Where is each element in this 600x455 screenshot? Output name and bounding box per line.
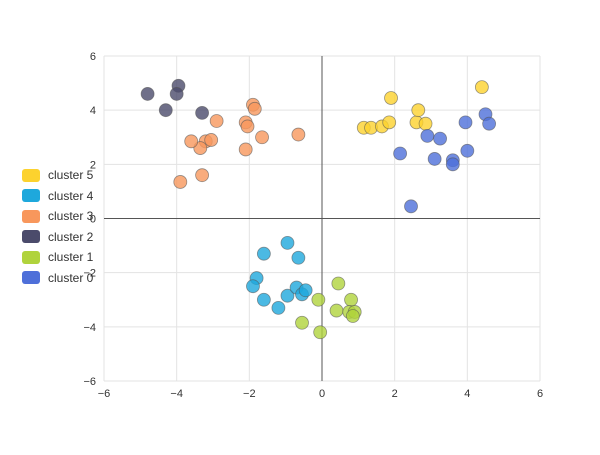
- point-cluster-3: [291, 127, 306, 142]
- point-cluster-0: [445, 157, 460, 172]
- legend-label: cluster 0: [48, 270, 94, 285]
- point-cluster-4: [280, 235, 295, 250]
- point-cluster-5: [384, 91, 398, 105]
- point-cluster-1: [331, 276, 346, 291]
- legend-label: cluster 5: [48, 168, 94, 182]
- legend-swatch: [22, 230, 40, 244]
- y-tick-label: −4: [83, 322, 96, 334]
- point-cluster-0: [427, 152, 442, 166]
- legend-swatch: [22, 168, 40, 182]
- y-tick-label: 6: [90, 51, 96, 63]
- point-cluster-4: [298, 283, 313, 298]
- x-tick-label: 2: [392, 388, 398, 400]
- point-cluster-3: [195, 168, 210, 183]
- point-cluster-0: [460, 143, 475, 158]
- legend-item-cluster-3[interactable]: cluster 3: [22, 207, 132, 225]
- legend-label: cluster 1: [48, 250, 94, 265]
- point-cluster-0: [393, 146, 408, 161]
- point-cluster-4: [256, 292, 271, 307]
- legend: cluster 5 cluster 4 cluster 3 cluster 2 clus…: [22, 166, 132, 290]
- point-cluster-4: [271, 300, 286, 315]
- legend-swatch: [22, 271, 40, 285]
- y-tick-label: 0: [90, 214, 96, 226]
- point-cluster-0: [420, 128, 435, 143]
- x-tick-label: 0: [319, 388, 325, 400]
- x-tick-label: −4: [170, 388, 183, 400]
- legend-item-cluster-4[interactable]: cluster 4: [22, 187, 132, 205]
- point-cluster-3: [173, 175, 188, 189]
- point-cluster-1: [344, 292, 358, 307]
- legend-label: cluster 4: [48, 188, 94, 203]
- point-cluster-2: [140, 87, 155, 101]
- point-cluster-3: [240, 119, 255, 134]
- point-cluster-4: [280, 288, 295, 303]
- x-tick-label: −6: [98, 388, 111, 400]
- legend-swatch: [22, 209, 40, 223]
- point-cluster-4: [256, 246, 271, 261]
- point-cluster-0: [404, 199, 418, 214]
- y-tick-label: −2: [83, 268, 96, 280]
- point-cluster-2: [195, 105, 210, 120]
- point-cluster-0: [458, 115, 473, 130]
- y-tick-label: 4: [90, 105, 96, 117]
- point-cluster-1: [295, 315, 309, 330]
- point-cluster-1: [329, 303, 344, 318]
- y-tick-label: 2: [90, 159, 96, 171]
- point-cluster-5: [411, 103, 426, 118]
- point-cluster-3: [209, 114, 224, 128]
- point-cluster-3: [204, 133, 219, 147]
- point-cluster-4: [246, 279, 260, 294]
- point-cluster-1: [313, 325, 328, 340]
- point-cluster-5: [382, 115, 397, 130]
- legend-swatch: [22, 189, 40, 203]
- legend-item-cluster-0[interactable]: cluster 0: [22, 269, 132, 287]
- point-cluster-1: [345, 309, 360, 323]
- point-cluster-3: [184, 134, 199, 149]
- point-cluster-2: [169, 87, 184, 101]
- point-cluster-3: [238, 142, 253, 157]
- point-cluster-3: [247, 101, 262, 116]
- legend-swatch: [22, 250, 40, 264]
- legend-label: cluster 3: [48, 209, 94, 224]
- x-tick-label: 4: [464, 388, 470, 400]
- point-cluster-1: [311, 292, 326, 307]
- point-cluster-3: [255, 130, 269, 145]
- legend-item-cluster-2[interactable]: cluster 2: [22, 228, 132, 246]
- x-tick-label: 6: [537, 388, 543, 400]
- legend-label: cluster 2: [48, 229, 94, 244]
- point-cluster-4: [291, 250, 306, 265]
- y-tick-label: −6: [83, 376, 96, 388]
- point-cluster-5: [474, 80, 489, 95]
- x-tick-label: −2: [243, 388, 256, 400]
- legend-item-cluster-1[interactable]: cluster 1: [22, 248, 132, 266]
- point-cluster-0: [433, 131, 447, 146]
- legend-item-cluster-5[interactable]: cluster 5: [22, 166, 132, 184]
- point-cluster-5: [418, 116, 433, 131]
- point-cluster-2: [158, 103, 173, 118]
- point-cluster-0: [482, 116, 497, 131]
